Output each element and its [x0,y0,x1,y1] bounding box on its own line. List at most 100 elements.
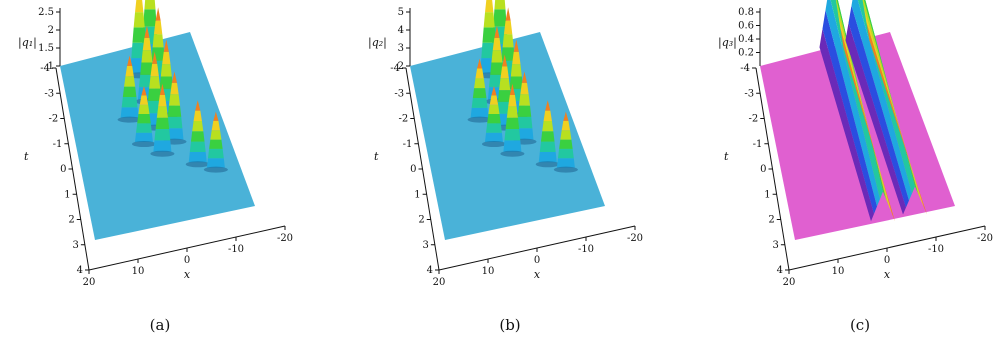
peak-band [477,58,483,69]
peak-band [207,148,224,159]
peak-band [138,104,150,115]
peak-band [491,50,503,63]
peak-band [167,105,182,117]
peak-band [159,83,165,96]
peak-band [158,95,167,107]
t-tick-label: 1 [64,189,70,200]
peak-band [509,83,515,96]
t-axis-label: t [374,150,379,163]
peak-band [144,0,156,10]
peak-band [487,114,501,124]
t-tick-label: 0 [760,164,766,175]
peak-band [502,34,514,48]
peak-shadow [203,166,228,173]
peak-mark [117,55,142,123]
t-tick-label: -2 [749,114,759,125]
t-tick-label: -2 [49,114,59,125]
peak-band [125,65,134,77]
peak-band [543,110,552,121]
t-tick-label: -4 [390,63,400,74]
peak-mark [481,86,506,148]
ridge-band [830,0,883,199]
peak-band [163,39,169,52]
ridge-band [835,0,889,207]
x-tick-label: 20 [433,277,446,288]
t-tick-label: 1 [414,189,420,200]
peak-band [127,55,133,66]
peak-band [132,27,147,43]
x-tick-label: -10 [928,244,944,255]
peak-band [188,151,207,163]
t-tick-label: -3 [394,88,404,99]
peak-band [492,37,502,51]
peak-band [517,105,532,117]
peak-band [153,140,172,152]
x-tick-label: 0 [534,255,540,266]
z-tick-label: 2 [48,25,54,36]
peak-band [189,141,206,152]
x-tick-label: 10 [132,266,145,277]
x-axis-label: x [184,268,191,281]
peak-mark [500,83,525,157]
peak-band [502,54,508,67]
peak-band [150,63,159,77]
peak-band [491,86,497,96]
peak-band [141,50,153,63]
peak-band [484,132,503,143]
peak-band [490,62,504,75]
peak-band [162,51,171,65]
peak-shadow [535,161,560,168]
peak-band [165,128,184,140]
peak-band [209,139,223,149]
peak-band [154,129,171,141]
peak-band [155,117,170,130]
peak-band [166,116,183,129]
x-tick-label: -10 [228,244,244,255]
peak-band [144,25,150,38]
peak-band [210,130,222,140]
peak-band [470,107,489,118]
ridge-band [862,0,921,201]
t-tick-label: 2 [768,215,774,226]
peak-mark [131,86,156,148]
peak-band [206,158,225,168]
peak-shadow [150,150,175,157]
peak-band [122,86,137,97]
peak-mark [467,58,492,123]
peak-band [474,78,486,89]
x-tick-label: 10 [482,266,495,277]
t-axis-label: t [724,150,729,163]
z-tick-label: 0.6 [738,21,754,32]
ridge-band [819,28,874,222]
t-tick-label: -3 [744,88,754,99]
x-tick-label: -20 [977,233,993,244]
peak-band [170,82,179,95]
peak-band [483,12,495,28]
peak-band [488,104,500,115]
caption-c: (c) [849,316,871,334]
t-tick-label: 3 [423,240,429,251]
peak-band [482,27,497,43]
peak-shadow [117,116,142,123]
peak-band [134,132,153,143]
peak-band [472,88,487,98]
peak-band [195,100,201,111]
z-tick-label: 2.5 [38,7,54,18]
peak-band [542,120,554,132]
t-tick-label: 4 [777,265,783,276]
x-tick-label: 20 [83,277,96,288]
peak-band [505,7,511,21]
t-tick-label: 1 [764,189,770,200]
peak-band [560,130,572,140]
x-tick-label: 0 [884,255,890,266]
peak-band [509,76,524,89]
caption-b: (b) [499,316,521,334]
peak-mark [185,100,210,168]
ridge-band [822,10,877,214]
peak-band [168,94,181,106]
peak-band [124,76,136,87]
t-tick-label: 0 [410,164,416,175]
peak-band [155,7,161,21]
t-tick-label: 4 [77,265,83,276]
